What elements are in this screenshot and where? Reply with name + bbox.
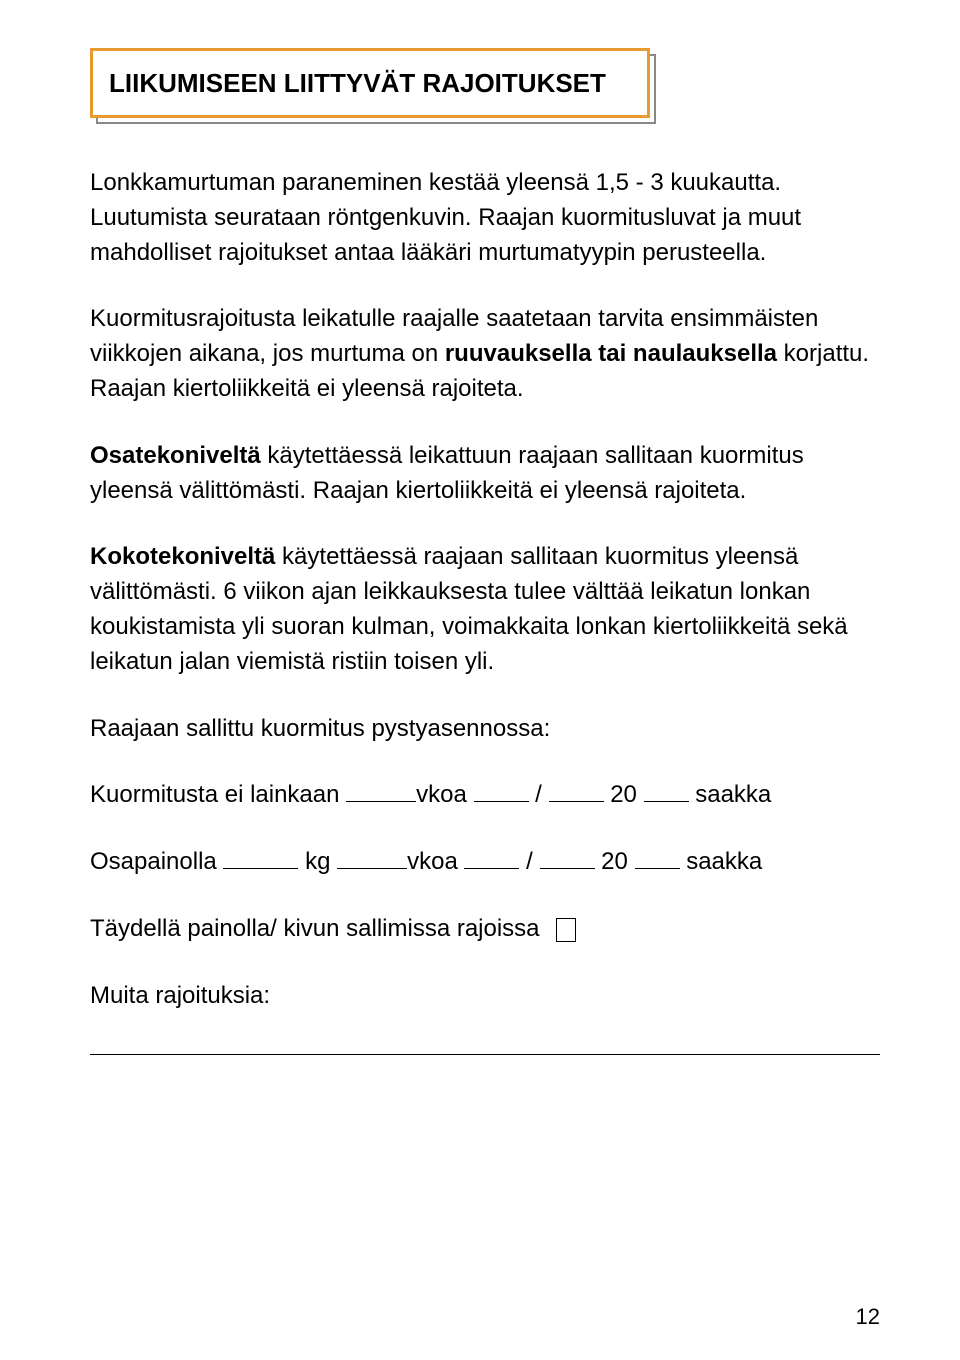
blank-field[interactable] [464,868,519,869]
form-line-kuormitusta-ei: Kuormitusta ei lainkaan vkoa / 20 saakka [90,778,880,813]
vkoa-label-2: vkoa [407,848,464,875]
para3-bold: Osatekoniveltä [90,442,261,469]
blank-field[interactable] [540,868,595,869]
form-line-muita: Muita rajoituksia: [90,979,880,1014]
blank-field[interactable] [223,868,298,869]
blank-field[interactable] [635,868,680,869]
paragraph-osatekonivel: Osatekoniveltä käytettäessä leikattuun r… [90,439,880,509]
para4-bold: Kokotekoniveltä [90,543,275,570]
year20-label-2: 20 [595,848,635,875]
form-line-osapainolla: Osapainolla kg vkoa / 20 saakka [90,845,880,880]
paragraph-kuormitus-heading: Raajaan sallittu kuormitus pystyasennoss… [90,712,880,747]
slash-label-2: / [519,848,539,875]
blank-field[interactable] [549,801,604,802]
blank-field[interactable] [346,801,416,802]
page-number: 12 [856,1304,880,1330]
line2-label: Osapainolla [90,848,223,875]
paragraph-intro: Lonkkamurtuman paraneminen kestää yleens… [90,166,880,270]
kg-label: kg [298,848,337,875]
saakka-label-2: saakka [680,848,763,875]
blank-field[interactable] [474,801,529,802]
saakka-label: saakka [689,781,772,808]
section-heading-box: LIIKUMISEEN LIITTYVÄT RAJOITUKSET [90,48,880,118]
line3-label: Täydellä painolla/ kivun sallimissa rajo… [90,915,540,942]
form-line-taydella: Täydellä painolla/ kivun sallimissa rajo… [90,912,880,947]
slash-label: / [529,781,549,808]
checkbox-full-weight[interactable] [556,918,576,942]
paragraph-kuormitusrajoitus: Kuormitusrajoitusta leikatulle raajalle … [90,302,880,406]
line1-label: Kuormitusta ei lainkaan [90,781,346,808]
write-line[interactable] [90,1054,880,1055]
blank-field[interactable] [644,801,689,802]
blank-field[interactable] [337,868,407,869]
heading-box: LIIKUMISEEN LIITTYVÄT RAJOITUKSET [90,48,650,118]
paragraph-kokotekonivel: Kokotekoniveltä käytettäessä raajaan sal… [90,540,880,679]
para2-bold: ruuvauksella tai naulauksella [445,340,777,367]
heading-text: LIIKUMISEEN LIITTYVÄT RAJOITUKSET [109,68,606,99]
year20-label: 20 [604,781,644,808]
vkoa-label: vkoa [416,781,473,808]
